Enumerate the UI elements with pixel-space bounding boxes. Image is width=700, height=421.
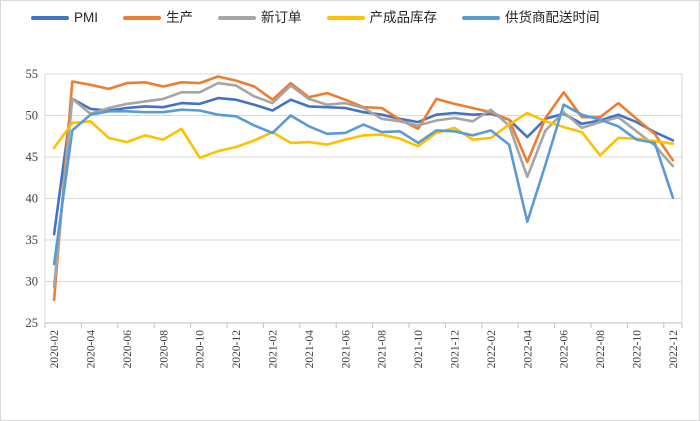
x-axis-tick-label: 2020-04 bbox=[86, 330, 98, 369]
legend-label: 供货商配送时间 bbox=[505, 10, 600, 25]
x-axis-tick-label: 2020-10 bbox=[195, 330, 207, 369]
legend-label: 生产 bbox=[166, 10, 194, 25]
series-line-PMI bbox=[52, 96, 675, 236]
legend-line-swatch bbox=[31, 15, 69, 20]
legend-item-4: 供货商配送时间 bbox=[462, 11, 600, 25]
x-axis-tick-label: 2020-02 bbox=[49, 330, 61, 369]
series-line-新订单 bbox=[52, 81, 675, 289]
legend-line-swatch bbox=[123, 15, 162, 20]
legend-item-3: 产成品库存 bbox=[326, 10, 438, 25]
x-axis-tick-label: 2022-02 bbox=[486, 330, 498, 369]
legend-line-swatch bbox=[462, 15, 501, 20]
x-axis-tick-label: 2021-08 bbox=[377, 330, 389, 369]
series-line-供货商配送时间 bbox=[52, 103, 675, 266]
x-axis-tick-label: 2020-12 bbox=[231, 330, 243, 369]
legend-item-2: 新订单 bbox=[218, 11, 302, 25]
x-axis-tick-label: 2022-04 bbox=[522, 330, 534, 369]
legend: PMI 生产 新订单 产成品库存 供货商配送时间 bbox=[31, 11, 600, 25]
y-axis-tick-label: 50 bbox=[26, 109, 39, 123]
legend-label: PMI bbox=[74, 10, 99, 25]
x-axis-tick-label: 2021-10 bbox=[413, 330, 425, 369]
x-axis-tick-label: 2021-04 bbox=[304, 330, 316, 369]
x-axis-tick-label: 2021-12 bbox=[450, 330, 462, 369]
y-axis-tick-label: 30 bbox=[26, 275, 39, 289]
x-axis-tick-label: 2020-06 bbox=[122, 330, 134, 369]
x-axis-tick-label: 2021-06 bbox=[340, 330, 352, 369]
x-axis-tick-label: 2020-08 bbox=[158, 330, 170, 369]
legend-item-1: 生产 bbox=[123, 11, 193, 25]
y-axis-tick-label: 40 bbox=[26, 192, 39, 206]
legend-line-swatch bbox=[326, 15, 365, 20]
x-axis-tick-label: 2022-08 bbox=[595, 330, 607, 369]
x-axis-tick-label: 2022-12 bbox=[668, 330, 680, 369]
x-axis-tick-label: 2021-02 bbox=[268, 330, 280, 369]
series-line-产成品库存 bbox=[52, 111, 675, 160]
x-axis-tick-label: 2022-06 bbox=[559, 330, 571, 369]
legend-line-swatch bbox=[218, 15, 257, 20]
series-line-生产 bbox=[52, 75, 675, 302]
x-axis-tick-label: 2022-10 bbox=[632, 330, 644, 369]
legend-label: 新订单 bbox=[261, 10, 302, 25]
y-axis-tick-label: 45 bbox=[26, 150, 39, 164]
y-axis-tick-label: 55 bbox=[26, 67, 39, 81]
y-axis-tick-label: 35 bbox=[26, 233, 39, 247]
legend-label: 产成品库存 bbox=[369, 10, 438, 25]
legend-item-0: PMI bbox=[31, 11, 98, 25]
y-axis-tick-label: 25 bbox=[26, 316, 39, 330]
